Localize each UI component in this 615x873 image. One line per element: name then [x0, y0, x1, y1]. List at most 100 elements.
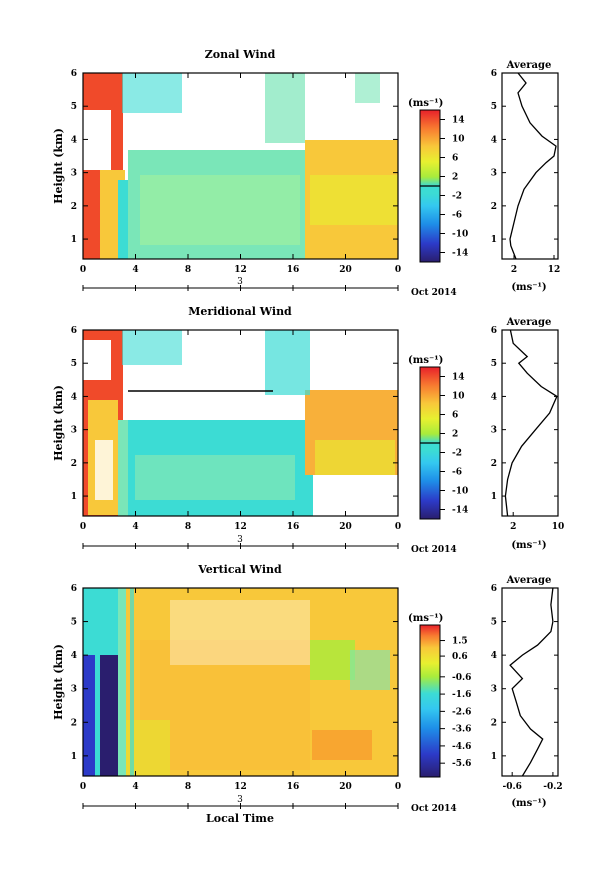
- y-tick-label: 2: [71, 718, 77, 728]
- heatmap-fill: [83, 330, 398, 516]
- average-title: Average: [506, 575, 552, 586]
- colorbar-tick-label: -3.6: [452, 725, 471, 735]
- x-tick-label: 8: [185, 265, 191, 275]
- colorbar-scale: [419, 624, 441, 778]
- colorbar-tick-label: -4.6: [452, 742, 471, 752]
- colorbar-tick-label: 10: [452, 135, 465, 145]
- average-frame: [501, 587, 559, 777]
- y-axis: 1 2 3 4 5 6: [71, 584, 398, 762]
- colorbar: (ms⁻¹) 1.5 0.6 -0.6 -1.6 -2.6 -3.6 -4.6 -5.6: [408, 613, 471, 778]
- x-axis: 0 4 8 12 16 20 0: [80, 588, 401, 809]
- date-suffix: Oct 2014: [411, 288, 457, 298]
- x-tick-label: 4: [132, 522, 138, 532]
- x-tick-label: 0: [80, 782, 86, 792]
- y-axis-label: Height (km): [52, 128, 65, 204]
- x-axis: 0 4 8 12 16 20 0: [80, 330, 401, 549]
- average-y-tick-label: 5: [491, 618, 497, 628]
- average-frame: [501, 72, 559, 260]
- average-x-tick-label: -0.6: [502, 782, 521, 792]
- average-y-tick-label: 2: [491, 459, 497, 469]
- average-y-tick-label: 6: [491, 584, 497, 594]
- average-xlabel: (ms⁻¹): [511, 540, 546, 551]
- x-tick-label: 0: [395, 782, 401, 792]
- y-tick-label: 6: [71, 326, 77, 336]
- chart-title: Vertical Wind: [197, 563, 282, 576]
- colorbar-tick-label: 6: [452, 411, 458, 421]
- y-tick-label: 2: [71, 459, 77, 469]
- colorbar-tick-label: 1.5: [452, 637, 468, 647]
- chart-title: Meridional Wind: [188, 305, 292, 318]
- date-suffix: Oct 2014: [411, 804, 457, 814]
- average-y-tick-label: 6: [491, 69, 497, 79]
- x-tick-label: 8: [185, 782, 191, 792]
- colorbar-tick-label: -1.6: [452, 690, 471, 700]
- y-tick-label: 4: [71, 651, 77, 661]
- average-y-tick-label: 4: [491, 392, 497, 402]
- y-axis: 1 2 3 4 5 6: [71, 69, 398, 245]
- chart-title: Zonal Wind: [205, 48, 276, 61]
- x-tick-label: 0: [80, 522, 86, 532]
- date-axis: 3 Oct 2014: [83, 795, 457, 814]
- date-suffix: Oct 2014: [411, 545, 457, 555]
- colorbar: (ms⁻¹) 14 10 6 2 -2 -6 -10 -14: [408, 355, 468, 520]
- colorbar-tick-label: -2: [452, 192, 462, 202]
- y-tick-label: 6: [71, 69, 77, 79]
- colorbar-tick-label: -2.6: [452, 707, 471, 717]
- y-axis-label: Height (km): [52, 644, 65, 720]
- average-y-tick-label: 5: [491, 102, 497, 112]
- x-tick-label: 8: [185, 522, 191, 532]
- y-tick-label: 4: [71, 135, 77, 145]
- average-y-tick-label: 2: [491, 202, 497, 212]
- x-tick-label: 0: [395, 522, 401, 532]
- x-tick-label: 16: [287, 265, 300, 275]
- average-y-tick-label: 4: [491, 135, 497, 145]
- colorbar-tick-label: -10: [452, 487, 468, 497]
- average-y-tick-label: 1: [491, 235, 497, 245]
- average-profile-line: [509, 72, 557, 260]
- colorbar: (ms⁻¹) 14 10 6 2 -2 -6 -10 -14: [408, 98, 468, 263]
- x-tick-label: 12: [234, 265, 247, 275]
- colorbar-tick-label: 6: [452, 154, 458, 164]
- colorbar-tick-label: -6: [452, 211, 462, 221]
- x-tick-label: 16: [287, 522, 300, 532]
- y-tick-label: 3: [71, 169, 77, 179]
- average-x-tick-label: 10: [552, 522, 565, 532]
- colorbar-tick-label: -14: [452, 506, 468, 516]
- x-tick-label: 20: [339, 522, 352, 532]
- colorbar-tick-label: 2: [452, 430, 458, 440]
- average-x-tick-label: 12: [548, 265, 561, 275]
- average-title: Average: [506, 317, 552, 328]
- colorbar-tick-label: -14: [452, 249, 468, 259]
- average-y-tick-label: 6: [491, 326, 497, 336]
- average-y-tick-label: 4: [491, 651, 497, 661]
- average-y-tick-label: 2: [491, 718, 497, 728]
- x-tick-label: 20: [339, 782, 352, 792]
- x-tick-label: 20: [339, 265, 352, 275]
- y-tick-label: 1: [71, 235, 77, 245]
- date-day: 3: [237, 535, 243, 545]
- colorbar-tick-label: -10: [452, 230, 468, 240]
- average-x-tick-label: 2: [511, 265, 517, 275]
- y-axis: 1 2 3 4 5 6: [71, 326, 398, 502]
- colorbar-tick-label: 14: [452, 373, 465, 383]
- x-axis-label: Local Time: [206, 812, 274, 825]
- average-panel: Average 1 2 3 4 5 6 2 10 (ms⁻¹): [491, 317, 565, 551]
- x-tick-label: 16: [287, 782, 300, 792]
- y-tick-label: 5: [71, 359, 77, 369]
- x-tick-label: 0: [80, 265, 86, 275]
- y-tick-label: 1: [71, 752, 77, 762]
- colorbar-tick-label: -6: [452, 468, 462, 478]
- average-title: Average: [506, 60, 552, 71]
- date-axis: 3 Oct 2014: [83, 535, 457, 555]
- y-tick-label: 2: [71, 202, 77, 212]
- average-frame: [501, 329, 559, 517]
- x-tick-label: 4: [132, 782, 138, 792]
- average-y-tick-label: 3: [491, 169, 497, 179]
- average-panel: Average 1 2 3 4 5 6 -0.6 -0.2 (ms⁻¹): [491, 575, 563, 809]
- average-xlabel: (ms⁻¹): [511, 798, 546, 809]
- y-tick-label: 5: [71, 102, 77, 112]
- colorbar-tick-label: 14: [452, 116, 465, 126]
